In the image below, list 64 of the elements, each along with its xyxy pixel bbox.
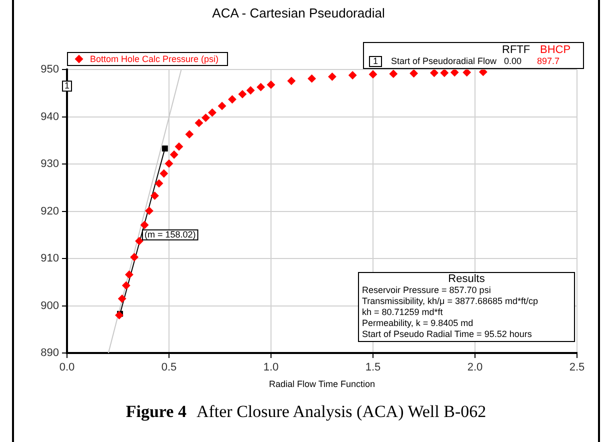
point [155, 179, 164, 188]
annotation: Reservoir Pressure = 857.70 psi [362, 285, 492, 296]
caption: Figure 4 [126, 402, 186, 421]
y-tick-label: 920 [40, 205, 59, 218]
point [238, 90, 246, 98]
x-tick-label: 2.0 [467, 362, 483, 374]
y-tick-label: 900 [40, 300, 59, 312]
point [150, 192, 159, 200]
point [440, 70, 448, 77]
point [165, 160, 173, 168]
point [462, 70, 471, 76]
point [194, 118, 203, 127]
text: After Closure Analysis (ACA) Well B-062 [196, 402, 486, 421]
x-tick-label: 2.5 [569, 362, 585, 374]
point [115, 311, 124, 320]
y-tick-label: 950 [40, 64, 59, 76]
point [369, 70, 377, 78]
point [170, 150, 178, 159]
x-tick-label: 1.0 [263, 362, 279, 374]
annotation: 1 [64, 80, 70, 91]
point [256, 83, 265, 92]
point [228, 95, 236, 104]
info-table: RFTF BHCP 1 Start of Pseudoradial Flow 0.00 897.7 [363, 42, 584, 69]
point [246, 86, 255, 94]
point [308, 74, 316, 83]
legend-label: Bottom Hole Calc Pressure (psi) [90, 54, 219, 64]
annotation: Permeability, k = 9.8405 md [362, 318, 474, 329]
point [328, 72, 336, 81]
x-tick-label: 0.0 [59, 362, 75, 374]
annotation: kh = 80.71259 md*ft [362, 307, 444, 318]
x-tick-label: 1.5 [365, 362, 381, 374]
point [208, 108, 216, 117]
x-axis-title: Radial Flow Time Function [268, 379, 376, 390]
annotation: Results [447, 273, 486, 285]
point [389, 70, 398, 78]
point [202, 114, 210, 122]
point [122, 281, 130, 290]
point [160, 170, 168, 178]
point [174, 142, 183, 151]
annotation: Transmissibility, kh/μ = 3877.68685 md*ft/cp [362, 296, 540, 307]
point [162, 146, 168, 152]
annotation: (m = 158.02) [144, 229, 196, 240]
chart-title: ACA - Cartesian Pseudoradial [212, 5, 385, 20]
point [125, 270, 134, 279]
point [450, 70, 459, 76]
point [479, 70, 488, 76]
point [145, 206, 154, 215]
x-tick-label: 0.5 [161, 362, 177, 374]
point [410, 70, 418, 78]
point [130, 253, 138, 262]
point [118, 294, 126, 303]
point [267, 80, 275, 89]
y-tick-label: 910 [40, 252, 59, 265]
point [348, 71, 357, 80]
point [218, 102, 226, 110]
point [185, 130, 194, 138]
point [140, 221, 149, 229]
y-tick-label: 930 [40, 158, 59, 170]
annotation: Start of Pseudo Radial Time = 95.52 hours [362, 329, 533, 340]
point [430, 70, 438, 77]
y-tick-label: 890 [40, 347, 59, 360]
point [287, 76, 296, 85]
point [135, 237, 144, 246]
y-tick-label: 940 [40, 110, 59, 123]
